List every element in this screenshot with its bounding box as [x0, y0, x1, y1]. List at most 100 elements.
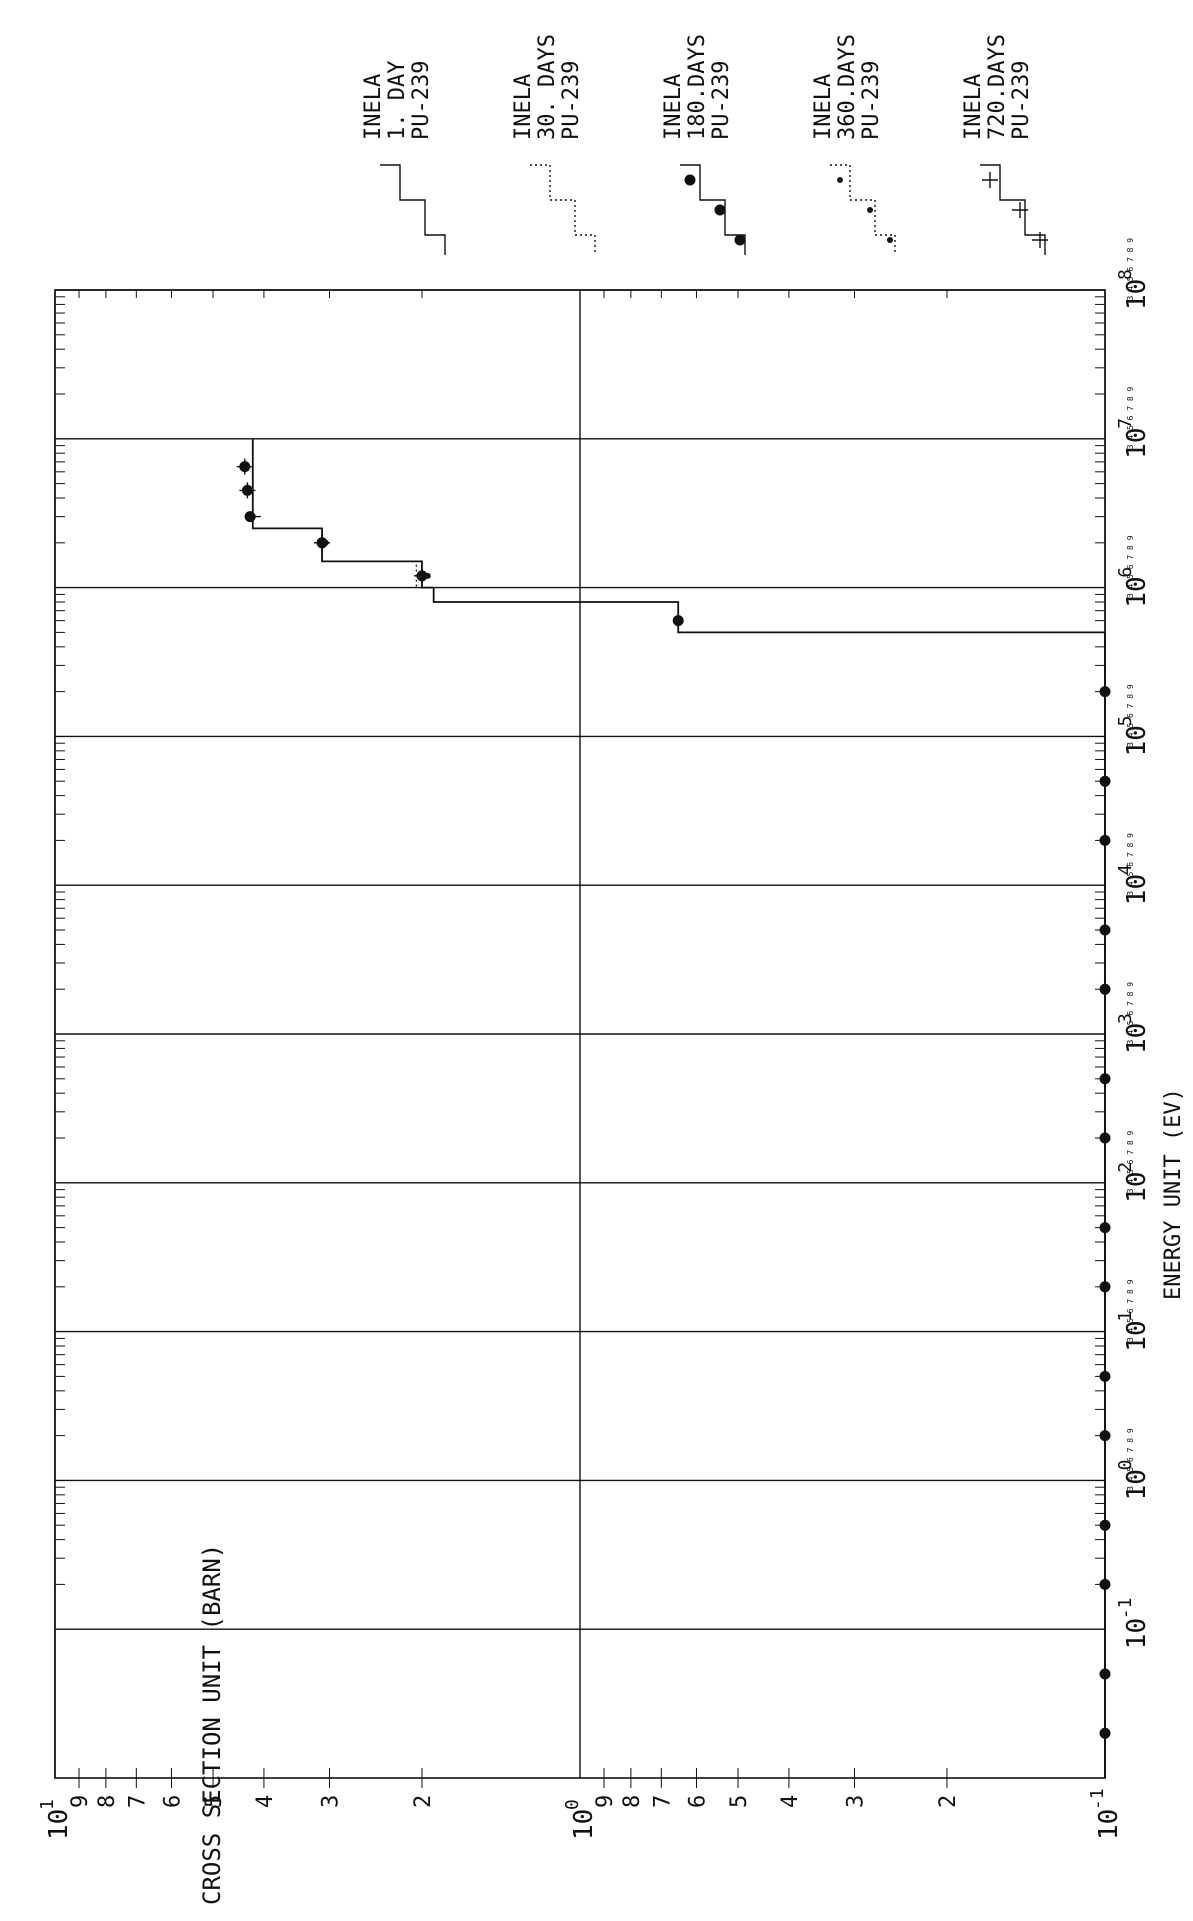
- series-3-point: [1099, 1073, 1111, 1085]
- x-tick-exponent: 5: [1115, 716, 1136, 727]
- x-tick-exponent: 0: [1115, 1460, 1136, 1471]
- x-tick-label: 104: [1115, 864, 1152, 905]
- x-tick-base: 10: [1122, 1320, 1152, 1351]
- minor-digit-label: 3 4 5 6 7 8 9: [1126, 1428, 1135, 1491]
- minor-digit-label: 3 4 5 6 7 8 9: [1126, 833, 1135, 896]
- x-tick-label: 10-1: [1115, 1598, 1152, 1650]
- legend-entry-4: INELA 360.DAYS PU-239: [811, 34, 884, 140]
- series-1-line: [251, 438, 1106, 1778]
- y-major-tick-label: 101: [37, 1799, 74, 1840]
- legend-sample-marker: [1012, 202, 1028, 218]
- x-tick-exponent: 2: [1115, 1162, 1136, 1173]
- y-tick-base: 10: [1094, 1809, 1124, 1840]
- series-5-point: [244, 508, 261, 525]
- legend-label: INELA: [511, 74, 536, 140]
- legend-label: INELA: [811, 74, 836, 140]
- minor-digit-label: 3 4 5 6 7 8 9: [1126, 1279, 1135, 1342]
- legend-label: 1. DAY: [385, 61, 410, 140]
- x-tick-label: 106: [1115, 567, 1152, 608]
- minor-digit-text: 3 4 5 6 7 8 9: [1126, 535, 1135, 598]
- series-3-point: [1099, 924, 1111, 936]
- series-3-point: [1099, 1132, 1111, 1144]
- x-tick-base: 10: [1122, 874, 1152, 905]
- x-tick-exponent: 7: [1115, 418, 1136, 429]
- series-3-point: [1099, 983, 1111, 995]
- legend-sample-line: [530, 164, 596, 255]
- legend-sample-marker: [734, 234, 746, 246]
- series-3-point: [1099, 1519, 1111, 1531]
- legend-entry-1: INELA 1. DAY PU-239: [361, 61, 434, 140]
- legend-entry-3: INELA 180.DAYS PU-239: [661, 34, 734, 140]
- x-axis-title: ENERGY UNIT (EV): [1161, 1088, 1186, 1300]
- minor-digit-label: 3 4 5 6 7 8 9: [1126, 535, 1135, 598]
- minor-digit-text: 3 4 5 6 7 8 9: [1126, 387, 1135, 450]
- y-minor-tick-label: 7: [650, 1795, 675, 1808]
- x-tick-label: 105: [1115, 716, 1152, 757]
- y-minor-digit: 8: [95, 1795, 120, 1808]
- y-minor-digit: 2: [411, 1795, 436, 1808]
- y-minor-digit: 7: [650, 1795, 675, 1808]
- legend-label: 180.DAYS: [685, 34, 710, 140]
- x-tick-exponent: 1: [1115, 1311, 1136, 1322]
- legend-sample-line: [830, 164, 896, 255]
- legend-sample-line: [380, 164, 446, 255]
- y-minor-tick-label: 7: [125, 1795, 150, 1808]
- legend-entry-2: INELA 30. DAYS PU-239: [511, 34, 584, 140]
- legend-label: 360.DAYS: [835, 34, 860, 140]
- x-tick-exponent: 4: [1115, 864, 1136, 875]
- series-3-point: [1099, 1668, 1111, 1680]
- y-minor-digit: 4: [778, 1795, 803, 1808]
- y-tick-exponent: 1: [37, 1799, 58, 1810]
- legend-entry-5: INELA 720.DAYS PU-239: [961, 34, 1034, 140]
- series-3-point: [1099, 834, 1111, 846]
- y-minor-tick-label: 9: [593, 1795, 618, 1808]
- x-tick-base: 10: [1122, 1469, 1152, 1500]
- legend-label: INELA: [361, 74, 386, 140]
- x-axis-title-text: ENERGY UNIT (EV): [1161, 1088, 1186, 1300]
- y-tick-base: 10: [44, 1809, 74, 1840]
- y-minor-tick-label: 9: [68, 1795, 93, 1808]
- minor-digit-text: 3 4 5 6 7 8 9: [1126, 1131, 1135, 1194]
- series-3-point: [1099, 1578, 1111, 1590]
- legend-label: PU-239: [859, 61, 884, 140]
- x-tick-base: 10: [1122, 1023, 1152, 1054]
- series-3-point: [1099, 1281, 1111, 1293]
- y-minor-tick-label: 2: [411, 1795, 436, 1808]
- y-minor-digit: 7: [125, 1795, 150, 1808]
- x-tick-base: 10: [1122, 427, 1152, 458]
- legend-label: INELA: [961, 74, 986, 140]
- minor-digit-label: 3 4 5 6 7 8 9: [1126, 238, 1135, 301]
- x-tick-label: 100: [1115, 1460, 1152, 1501]
- y-tick-exponent: 0: [562, 1799, 583, 1810]
- x-tick-label: 107: [1115, 418, 1152, 459]
- x-tick-exponent: 8: [1115, 269, 1136, 280]
- x-tick-base: 10: [1122, 279, 1152, 310]
- legend-label: 720.DAYS: [985, 34, 1010, 140]
- series-3-point: [1099, 1370, 1111, 1382]
- legend-sample-marker: [684, 174, 696, 186]
- y-minor-tick-label: 3: [319, 1795, 344, 1808]
- y-minor-tick-label: 8: [620, 1795, 645, 1808]
- legend-label: PU-239: [559, 61, 584, 140]
- x-tick-label: 103: [1115, 1013, 1152, 1054]
- series-5-point: [314, 534, 331, 551]
- y-minor-tick-label: 8: [95, 1795, 120, 1808]
- x-tick-base: 10: [1122, 1171, 1152, 1202]
- y-axis-title-text: CROSS SECTION UNIT (BARN): [198, 1544, 226, 1905]
- series-3-point: [1099, 1222, 1111, 1234]
- minor-digit-text: 3 4 5 6 7 8 9: [1126, 1279, 1135, 1342]
- y-minor-digit: 6: [685, 1795, 710, 1808]
- y-minor-digit: 6: [160, 1795, 185, 1808]
- legend-sample-marker: [982, 172, 998, 188]
- minor-digit-text: 3 4 5 6 7 8 9: [1126, 982, 1135, 1045]
- minor-digit-text: 3 4 5 6 7 8 9: [1126, 1428, 1135, 1491]
- y-minor-tick-label: 2: [936, 1795, 961, 1808]
- legend-sample-marker: [867, 207, 873, 213]
- y-minor-digit: 4: [253, 1795, 278, 1808]
- series-3-point: [1099, 1727, 1111, 1739]
- legend-label: PU-239: [1009, 61, 1034, 140]
- y-axis-title: CROSS SECTION UNIT (BARN): [198, 1544, 226, 1905]
- x-tick-base: 10: [1122, 1618, 1152, 1649]
- legend-sample-line: [680, 164, 746, 255]
- y-minor-tick-label: 5: [727, 1795, 752, 1808]
